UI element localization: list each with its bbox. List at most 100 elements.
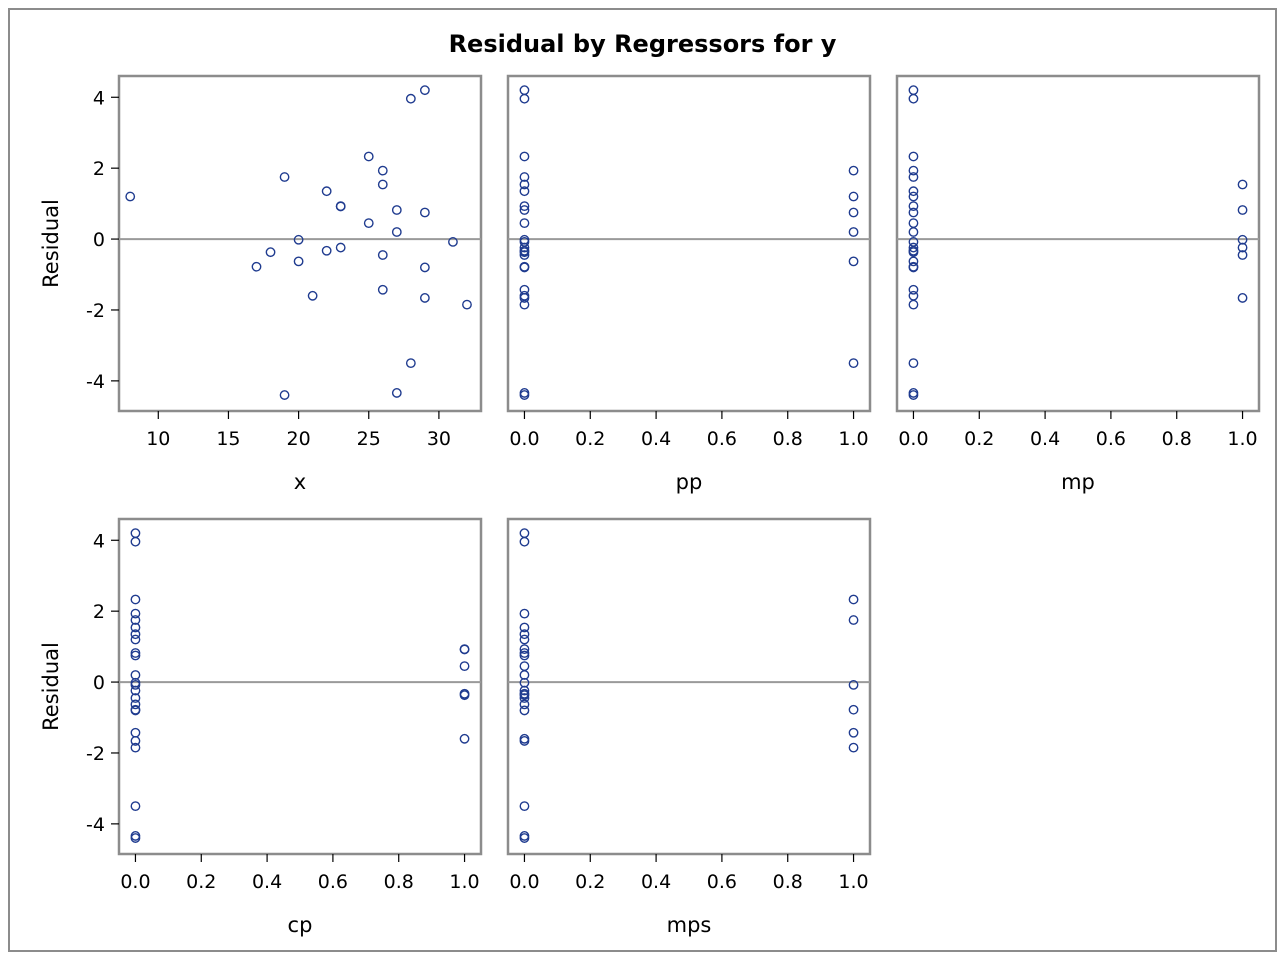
data-point bbox=[130, 634, 141, 645]
data-point bbox=[519, 218, 530, 229]
y-axis-label: Residual bbox=[39, 199, 63, 288]
data-point bbox=[908, 191, 919, 202]
data-point bbox=[1237, 250, 1248, 260]
data-point bbox=[130, 699, 141, 710]
chart-title: Residual by Regressors for y bbox=[448, 30, 837, 58]
data-point bbox=[130, 680, 141, 690]
data-point bbox=[130, 693, 141, 703]
data-point bbox=[519, 186, 530, 197]
data-point bbox=[279, 172, 290, 182]
data-point bbox=[908, 186, 919, 197]
x-tick-label: 0.4 bbox=[641, 871, 671, 893]
data-point bbox=[908, 256, 919, 267]
data-point bbox=[848, 256, 859, 267]
data-point bbox=[1237, 205, 1248, 215]
data-point bbox=[519, 622, 530, 633]
data-point bbox=[519, 151, 530, 162]
x-tick-label: 0.8 bbox=[1162, 428, 1192, 450]
x-tick-label: 0.4 bbox=[252, 871, 282, 893]
x-axis-label: mp bbox=[1061, 470, 1095, 494]
data-point bbox=[848, 615, 859, 625]
x-tick-label: 1.0 bbox=[1227, 428, 1257, 450]
data-point bbox=[130, 685, 141, 696]
data-point bbox=[908, 218, 919, 229]
data-point bbox=[419, 293, 430, 303]
x-axis-label: x bbox=[294, 470, 306, 494]
x-tick-label: 0.6 bbox=[1096, 428, 1126, 450]
data-point bbox=[908, 390, 919, 400]
data-point bbox=[519, 644, 530, 655]
data-point bbox=[459, 733, 470, 744]
data-point bbox=[363, 151, 374, 162]
data-point bbox=[848, 594, 859, 605]
panel-mps: 0.0 0.2 0.4 0.6 0.8 1.0 mps bbox=[506, 517, 872, 937]
panel-cp: 0.0 0.2 0.4 0.6 0.8 1.0 -4 -2 0 2 4 cp Residual bbox=[39, 517, 483, 937]
data-point bbox=[519, 247, 530, 258]
x-tick-label: 0.0 bbox=[509, 871, 539, 893]
panel-frame bbox=[895, 74, 1261, 413]
data-point bbox=[908, 151, 919, 162]
data-point bbox=[130, 622, 141, 633]
data-point bbox=[908, 262, 919, 273]
data-point bbox=[462, 299, 472, 310]
data-point bbox=[459, 644, 470, 655]
data-point bbox=[908, 207, 919, 218]
data-point bbox=[130, 705, 141, 716]
data-point bbox=[419, 85, 430, 96]
x-tick-label: 1.0 bbox=[838, 871, 868, 893]
data-point bbox=[130, 727, 141, 738]
data-point bbox=[1237, 293, 1248, 303]
x-tick-label: 0.2 bbox=[575, 428, 605, 450]
data-point bbox=[391, 227, 402, 237]
x-tick-label: 0.6 bbox=[318, 871, 348, 893]
y-tick-label: 2 bbox=[93, 601, 105, 623]
data-point bbox=[377, 179, 388, 190]
data-point bbox=[519, 608, 530, 619]
x-tick-label: 20 bbox=[287, 428, 311, 450]
figure-frame bbox=[8, 8, 1277, 952]
data-point bbox=[848, 742, 859, 753]
data-point bbox=[130, 833, 141, 843]
data-point bbox=[363, 218, 374, 229]
x-tick-label: 0.8 bbox=[384, 871, 414, 893]
x-tick-label: 0.2 bbox=[964, 428, 994, 450]
data-point bbox=[519, 685, 530, 696]
data-point bbox=[130, 608, 141, 619]
x-tick-label: 0.4 bbox=[1030, 428, 1060, 450]
data-point bbox=[519, 736, 530, 746]
x-tick-label: 0.2 bbox=[575, 871, 605, 893]
x-axis-label: mps bbox=[667, 913, 712, 937]
data-point bbox=[265, 247, 276, 258]
x-tick-label: 10 bbox=[146, 428, 170, 450]
x-tick-label: 30 bbox=[427, 428, 451, 450]
y-tick-label: 4 bbox=[93, 87, 105, 109]
data-point bbox=[519, 629, 530, 640]
data-point bbox=[335, 242, 346, 253]
x-tick-label: 0.4 bbox=[641, 428, 671, 450]
data-point bbox=[848, 680, 859, 690]
y-axis-label: Residual bbox=[39, 642, 63, 731]
data-point bbox=[908, 284, 919, 295]
panel-pp: 0.0 0.2 0.4 0.6 0.8 1.0 pp bbox=[506, 74, 872, 494]
data-point bbox=[908, 242, 919, 253]
data-point bbox=[519, 650, 530, 661]
panel-frame bbox=[117, 74, 483, 413]
x-tick-label: 0.0 bbox=[120, 871, 150, 893]
data-point bbox=[519, 262, 530, 273]
x-tick-label: 0.8 bbox=[773, 428, 803, 450]
x-tick-label: 0.0 bbox=[509, 428, 539, 450]
data-point bbox=[459, 690, 470, 701]
data-point bbox=[321, 186, 332, 197]
data-point bbox=[130, 629, 141, 640]
data-point bbox=[908, 299, 919, 310]
data-point bbox=[908, 201, 919, 212]
data-point bbox=[519, 536, 530, 547]
data-point bbox=[519, 250, 530, 260]
data-point bbox=[307, 290, 318, 301]
data-point bbox=[130, 615, 141, 625]
data-point bbox=[519, 699, 530, 710]
data-point bbox=[130, 650, 141, 661]
x-tick-label: 15 bbox=[216, 428, 240, 450]
data-point bbox=[391, 388, 402, 398]
